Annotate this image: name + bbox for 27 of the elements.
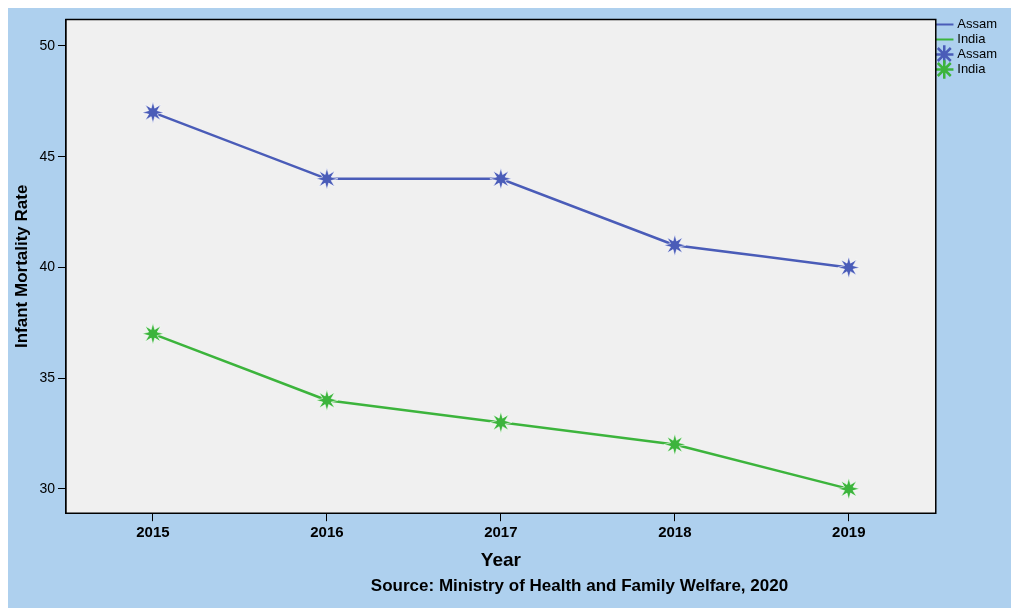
point [141,101,165,124]
point [663,233,687,257]
y-tick-label: 40 [39,258,56,275]
point [489,167,513,191]
y-tick-label: 30 [39,479,56,496]
x-axis-title: Year [480,548,522,570]
source-note: Source: Ministry of Health and Family Welfare, 2020 [369,576,790,596]
y-axis-title: Infant Mortality Rate [11,184,31,348]
point [141,322,165,346]
text: India [957,31,986,47]
y-tick-label: 35 [39,368,56,385]
point [315,167,339,191]
x-tick-label: 2019 [832,523,866,541]
x-tick-label: 2015 [136,523,170,541]
text: Assam [957,16,997,32]
y-tick-label: 50 [39,36,56,53]
point [315,388,339,412]
point [837,477,861,501]
x-tick-label: 2018 [658,523,692,541]
legend-label: India [957,61,987,77]
x-tick-label: 2016 [310,523,344,541]
y-tick-label: 45 [39,147,56,164]
point [837,256,861,279]
point [663,433,687,456]
x-tick-label: 2017 [484,523,518,541]
point [489,411,513,434]
legend-label: Assam [957,46,997,62]
